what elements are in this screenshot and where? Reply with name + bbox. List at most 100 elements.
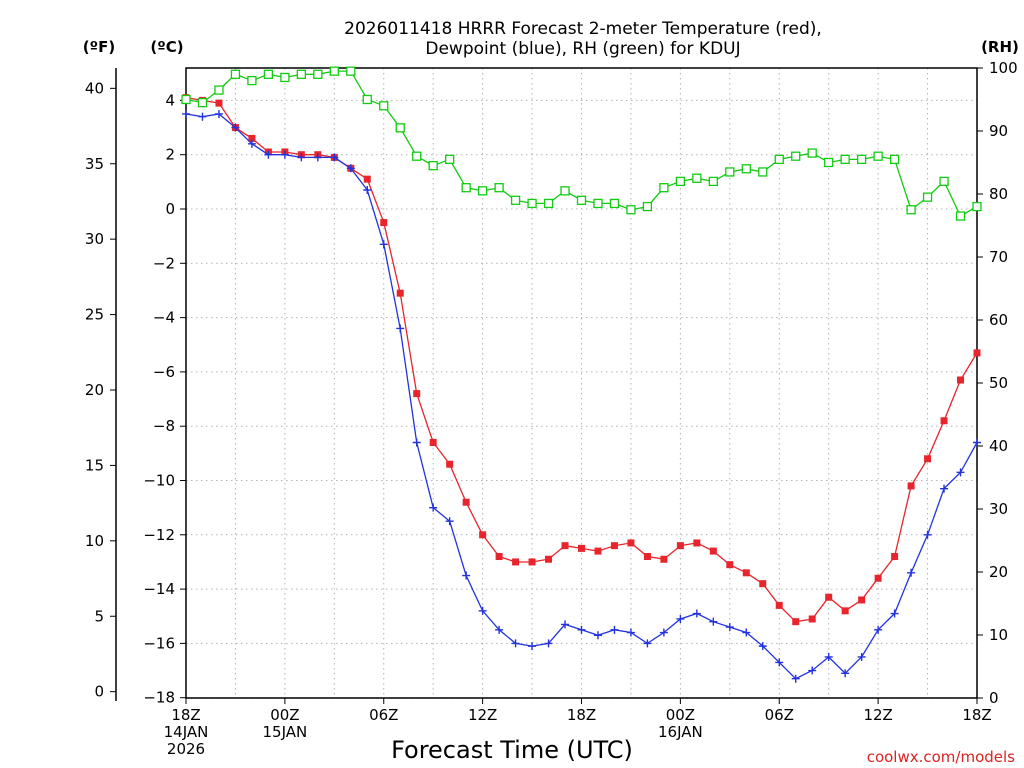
temperature-marker [808, 615, 816, 623]
temperature-marker [512, 558, 520, 566]
fahrenheit-tick-label: 0 [94, 683, 104, 701]
x-tick-label: 18Z [962, 706, 991, 724]
chart-title-line2: Dewpoint (blue), RH (green) for KDUJ [425, 39, 740, 59]
fahrenheit-tick-label: 30 [85, 230, 104, 248]
temperature-marker [973, 349, 981, 357]
dewpoint-marker [577, 625, 586, 634]
dewpoint-marker [643, 639, 652, 648]
dewpoint-marker [429, 503, 438, 512]
dewpoint-marker [742, 628, 751, 637]
rh-marker [873, 151, 883, 161]
rh-marker [659, 183, 669, 193]
dewpoint-marker [198, 112, 207, 121]
rh-marker [445, 154, 455, 165]
rh-tick-label: 50 [989, 374, 1008, 392]
temperature-marker [676, 542, 684, 550]
x-tick-label: 18Z [171, 706, 200, 724]
rh-marker [774, 154, 784, 165]
x-tick-label: 06Z [765, 706, 794, 724]
dewpoint-marker [511, 639, 520, 648]
celsius-tick-label: −4 [153, 309, 175, 327]
dewpoint-marker [956, 468, 965, 477]
dewpoint-marker [890, 609, 899, 618]
rh-tick-label: 60 [989, 311, 1008, 329]
celsius-tick-label: 0 [165, 200, 175, 218]
celsius-tick-label: −6 [153, 363, 175, 381]
temperature-marker [858, 596, 866, 604]
rh-tick-label: 20 [989, 563, 1008, 581]
celsius-tick-label: −12 [143, 526, 175, 544]
dewpoint-marker [528, 642, 537, 651]
rh-tick-label: 30 [989, 500, 1008, 518]
rh-marker [856, 154, 867, 165]
dewpoint-marker [313, 153, 322, 162]
celsius-tick-label: −2 [153, 254, 175, 272]
series-layer [181, 66, 982, 683]
dewpoint-marker [297, 153, 306, 162]
rh-marker [280, 72, 290, 83]
temperature-marker [479, 531, 487, 539]
celsius-tick-label: −18 [143, 689, 175, 707]
dewpoint-marker [396, 324, 405, 333]
temperature-marker [610, 542, 618, 550]
rh-marker [725, 167, 735, 177]
gridlines [186, 68, 977, 699]
rh-marker [329, 66, 339, 76]
rh-marker [758, 167, 768, 177]
temperature-marker [380, 219, 388, 227]
rh-marker [543, 198, 554, 209]
celsius-tick-label: −8 [153, 417, 175, 435]
temperature-marker [874, 574, 882, 582]
x-tick-label: 00Z [270, 706, 299, 724]
temperature-marker [924, 455, 932, 463]
dewpoint-marker [874, 625, 883, 634]
dewpoint-marker [791, 674, 800, 683]
x-tick-label: 12Z [863, 706, 892, 724]
rh-marker [461, 183, 471, 193]
temperature-marker [363, 175, 371, 183]
dewpoint-marker [808, 666, 817, 675]
rh-marker [675, 176, 686, 187]
dewpoint-marker [857, 652, 866, 661]
dewpoint-marker [264, 150, 273, 159]
dewpoint-marker [231, 123, 240, 132]
temperature-marker [462, 498, 470, 506]
dewpoint-marker [923, 530, 932, 539]
rh-marker [708, 176, 718, 187]
rh-marker [379, 101, 389, 111]
rh-marker [477, 186, 488, 196]
temperature-marker [528, 558, 536, 566]
x-tick-label: 00Z [666, 706, 695, 724]
dewpoint-marker [412, 438, 421, 447]
credit-text: coolwx.com/models [867, 748, 1015, 766]
fahrenheit-tick-label: 35 [85, 155, 104, 173]
temperature-marker [709, 547, 717, 555]
rh-marker [197, 98, 208, 108]
dewpoint-marker [709, 617, 718, 626]
temperature-marker [759, 580, 767, 588]
celsius-tick-label: 2 [165, 146, 175, 164]
temperature-marker [429, 438, 437, 446]
dewpoint-marker [676, 614, 685, 623]
rh-marker [428, 160, 438, 171]
rh-marker [510, 195, 521, 205]
rh-marker [395, 123, 405, 133]
dewpoint-marker [346, 164, 355, 173]
dewpoint-marker [445, 517, 454, 526]
temperature-marker [841, 607, 849, 615]
rh-unit-label: (RH) [981, 38, 1019, 56]
temperature-marker [561, 542, 569, 550]
temperature-marker [792, 618, 800, 626]
fahrenheit-tick-label: 20 [85, 381, 104, 399]
rh-marker [214, 85, 224, 95]
temperature-marker [578, 544, 585, 552]
rh-marker [741, 164, 751, 174]
dewpoint-marker [758, 642, 767, 651]
rh-tick-label: 80 [989, 185, 1008, 203]
temperature-marker [660, 555, 668, 563]
celsius-tick-label: −14 [143, 580, 175, 598]
axes: 420−2−4−6−8−10−12−14−16−1840353025201510… [85, 59, 1018, 758]
dewpoint-marker [973, 438, 981, 447]
rh-marker [939, 176, 949, 187]
celsius-tick-label: −10 [143, 472, 175, 490]
